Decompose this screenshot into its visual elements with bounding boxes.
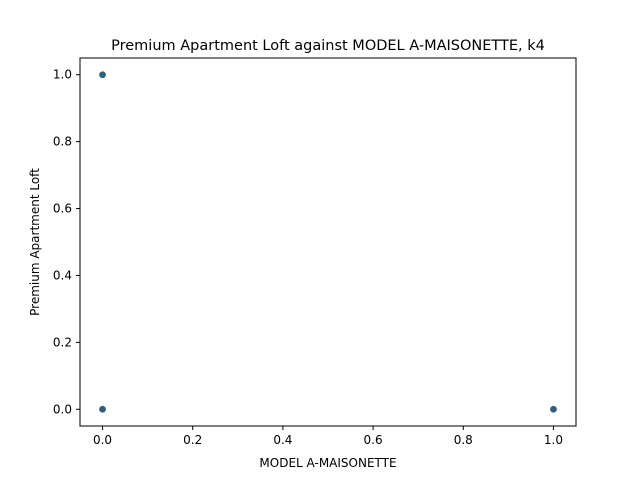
x-tick-label: 0.6 [364,433,383,447]
x-tick-label: 0.8 [454,433,473,447]
y-tick-label: 0.4 [53,268,72,282]
x-tick-label: 1.0 [544,433,563,447]
data-points [99,71,557,413]
y-tick-label: 0.6 [53,202,72,216]
x-tick-label: 0.0 [93,433,112,447]
y-tick-label: 0.2 [53,335,72,349]
chart-title: Premium Apartment Loft against MODEL A-M… [111,38,545,54]
y-tick-label: 0.8 [53,135,72,149]
y-tick-label: 0.0 [53,402,72,416]
x-tick-label: 0.2 [183,433,202,447]
x-tick-label: 0.4 [273,433,292,447]
x-axis-label: MODEL A-MAISONETTE [259,456,396,470]
y-tick-label: 1.0 [53,68,72,82]
data-point-1 [99,405,106,413]
x-axis-ticks: 0.0 0.2 0.4 0.6 0.8 1.0 [93,426,563,447]
data-point-2 [550,405,557,413]
plot-area-frame [79,57,577,427]
data-point-0 [99,71,106,79]
y-axis-ticks: 0.0 0.2 0.4 0.6 0.8 1.0 [53,68,80,416]
y-axis-label: Premium Apartment Loft [28,168,42,316]
